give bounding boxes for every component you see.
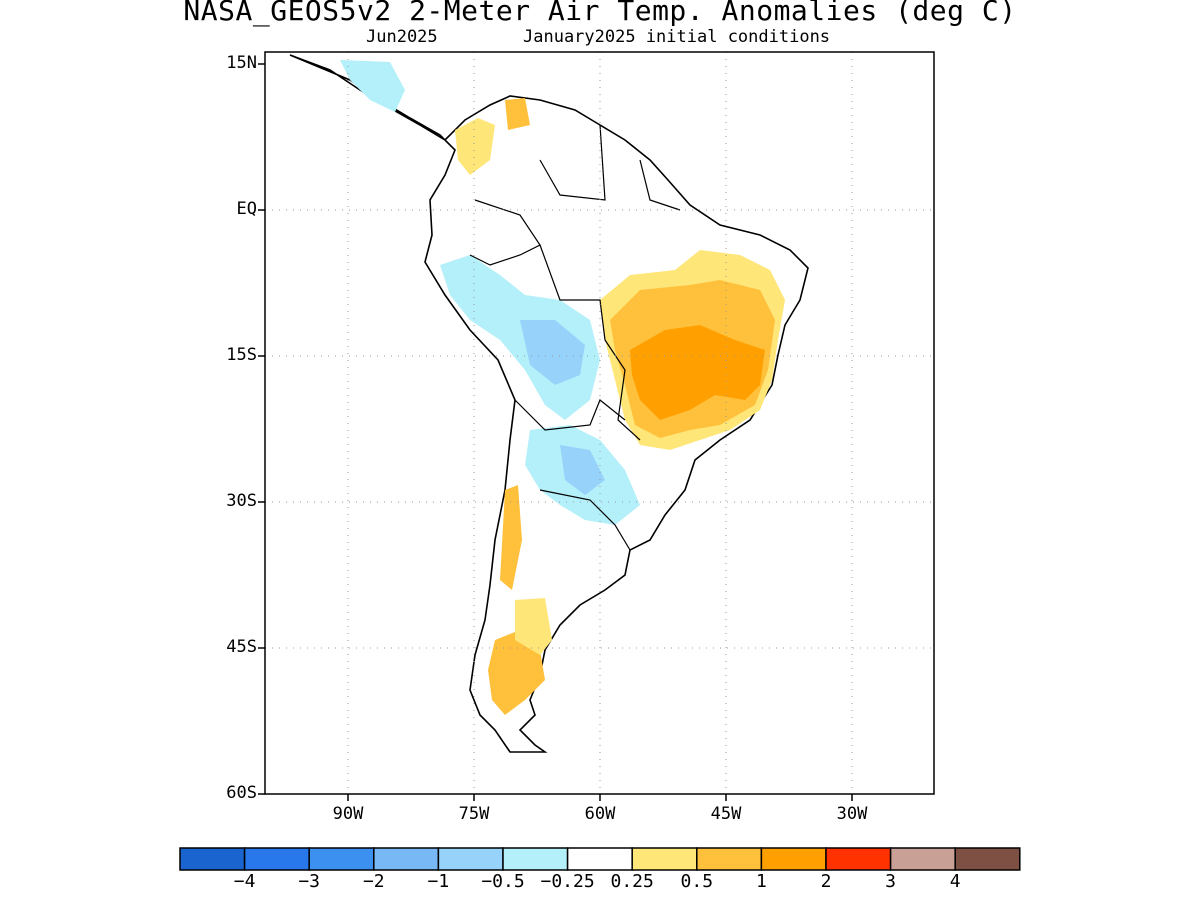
lat-label-eq: EQ: [236, 199, 257, 219]
cool-anomaly-argentina-core: [560, 445, 605, 495]
gridlines: [265, 52, 934, 794]
warm-anomaly-patagonia: [488, 630, 545, 715]
colorbar-swatch: [954, 847, 1021, 871]
colorbar-label: 2: [820, 871, 832, 892]
colorbar-label: 0.25: [610, 871, 654, 892]
colorbar-swatch: [566, 847, 633, 871]
lat-label-30s: 30S: [226, 491, 257, 511]
warm-anomaly-venezuela: [505, 98, 530, 130]
cool-anomaly-bolivia-core: [520, 320, 585, 385]
forecast-month: Jun2025: [366, 27, 438, 47]
colorbar-swatch: [696, 847, 763, 871]
warm-anomaly-chile: [500, 485, 522, 590]
colorbar-label: −4: [233, 871, 256, 892]
lon-label-90w: 90W: [332, 804, 364, 824]
colorbar-swatch: [308, 847, 375, 871]
colorbar-label: 0.5: [680, 871, 714, 892]
map-title: NASA_GEOS5v2 2-Meter Air Temp. Anomalies…: [183, 0, 1017, 27]
colorbar-swatch: [502, 847, 569, 871]
lat-label-15n: 15N: [226, 53, 257, 73]
initial-conditions: January2025 initial conditions: [523, 27, 831, 47]
colorbar-label: −1: [427, 871, 450, 892]
strong-warm-anomaly: [630, 325, 765, 420]
lat-label-15s: 15S: [226, 345, 257, 365]
colorbar-label: −0.25: [540, 871, 595, 892]
lon-label-30w: 30W: [836, 804, 868, 824]
lon-label-45w: 45W: [710, 804, 742, 824]
warm-anomaly-colombia: [455, 118, 495, 175]
colorbar-swatch: [373, 847, 440, 871]
colorbar-swatch: [437, 847, 504, 871]
colorbar-swatch: [631, 847, 698, 871]
colorbar-swatch: [243, 847, 310, 871]
colorbar-label: −0.5: [481, 871, 525, 892]
country-borders: [469, 124, 681, 551]
colorbar-swatch: [179, 847, 246, 871]
colorbar-swatch: [825, 847, 892, 871]
lat-label-45s: 45S: [226, 637, 257, 657]
lon-label-75w: 75W: [458, 804, 490, 824]
colorbar-swatch: [760, 847, 827, 871]
colorbar-swatch: [889, 847, 956, 871]
colorbar-label: −3: [298, 871, 321, 892]
colorbar-label: 1: [755, 871, 767, 892]
colorbar-label: 4: [949, 871, 961, 892]
warm-anomaly-patagonia-edge: [515, 598, 552, 655]
lat-label-60s: 60S: [226, 783, 257, 803]
lon-label-60w: 60W: [584, 804, 616, 824]
colorbar-label: 3: [885, 871, 897, 892]
cool-anomaly-central-america: [340, 60, 405, 112]
colorbar: [179, 847, 1021, 871]
colorbar-label: −2: [362, 871, 385, 892]
